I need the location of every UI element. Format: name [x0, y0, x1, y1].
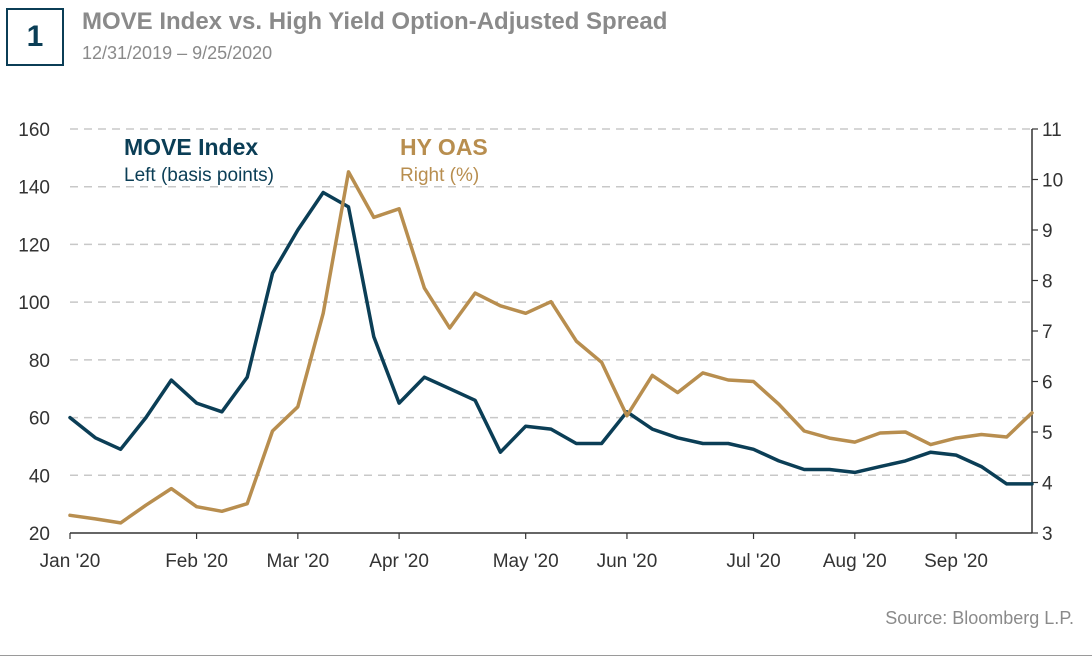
legend: MOVE Index Left (basis points) HY OAS Right… [124, 134, 488, 186]
legend-move-subtitle: Left (basis points) [124, 165, 274, 186]
hy-oas-line [68, 170, 1034, 525]
x-tick-label: Jun '20 [597, 551, 658, 572]
right-tick-label: 10 [1042, 171, 1063, 192]
right-tick-label: 11 [1042, 120, 1062, 141]
right-tick-label: 3 [1042, 524, 1053, 545]
left-tick-label: 160 [18, 120, 50, 141]
right-tick-label: 5 [1042, 423, 1053, 444]
x-tick-label: Feb '20 [165, 551, 228, 572]
x-tick-label: May '20 [493, 551, 559, 572]
move-index-line [68, 190, 1034, 486]
left-tick-label: 20 [29, 524, 50, 545]
bottom-divider [0, 655, 1092, 656]
x-tick-label: Apr '20 [369, 551, 429, 572]
x-tick-label: Sep '20 [924, 551, 988, 572]
left-tick-label: 80 [29, 351, 50, 372]
chart-subtitle: 12/31/2019 – 9/25/2020 [82, 43, 273, 63]
x-tick-label: Aug '20 [823, 551, 887, 572]
chart-title: MOVE Index vs. High Yield Option-Adjuste… [82, 8, 668, 35]
axes: 20 40 60 80 100 120 140 160 3 4 5 6 7 8 9 10 11 Jan '20 Fe… [18, 120, 1063, 572]
left-tick-label: 60 [29, 409, 50, 430]
right-tick-label: 6 [1042, 373, 1053, 394]
left-tick-label: 100 [18, 293, 50, 314]
figure-number-box: 1 [6, 8, 64, 66]
right-tick-label: 8 [1042, 272, 1053, 293]
x-tick-label: Jan '20 [40, 551, 101, 572]
right-tick-label: 9 [1042, 221, 1053, 242]
series-lines [68, 170, 1034, 525]
left-tick-label: 140 [18, 178, 50, 199]
left-tick-label: 120 [18, 235, 50, 256]
right-tick-label: 7 [1042, 322, 1053, 343]
x-tick-label: Jul '20 [726, 551, 780, 572]
x-tick-label: Mar '20 [266, 551, 329, 572]
left-tick-label: 40 [29, 466, 50, 487]
right-tick-label: 4 [1042, 474, 1053, 495]
legend-move-title: MOVE Index [124, 134, 258, 160]
legend-hy-oas-subtitle: Right (%) [400, 165, 479, 186]
legend-hy-oas-title: HY OAS [400, 134, 488, 160]
source-note: Source: Bloomberg L.P. [885, 608, 1074, 628]
figure-number: 1 [26, 20, 44, 53]
